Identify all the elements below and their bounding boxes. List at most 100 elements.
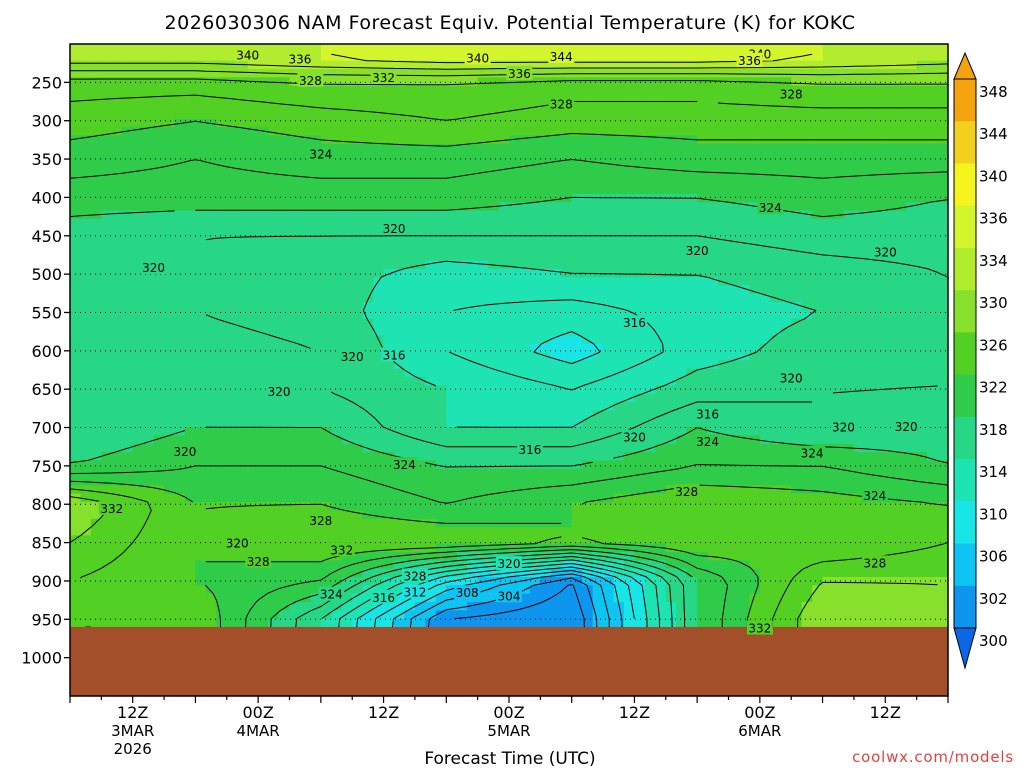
heat-cell [728,252,740,262]
heat-cell [362,185,374,195]
heat-cell [373,102,385,112]
heat-cell [759,493,771,503]
heat-cell [383,118,395,128]
heat-cell [111,385,123,395]
heat-cell [529,243,541,253]
heat-cell [509,168,521,178]
heat-cell [414,127,426,137]
heat-cell [519,435,531,445]
heat-cell [749,493,761,503]
heat-cell [498,218,510,228]
heat-cell [477,235,489,245]
heat-cell [456,485,468,495]
heat-cell [603,243,615,253]
heat-cell [707,252,719,262]
heat-cell [833,360,845,370]
heat-cell [404,227,416,237]
heat-cell [435,135,447,145]
heat-cell [164,535,176,545]
heat-cell [550,68,562,78]
heat-cell [853,177,865,187]
heat-cell [446,360,458,370]
heat-cell [362,152,374,162]
heat-cell [341,293,353,303]
heat-cell [446,110,458,120]
heat-cell [331,143,343,153]
heat-cell [749,85,761,95]
heat-cell [132,393,144,403]
heat-cell [519,352,531,362]
heat-cell [822,318,834,328]
heat-cell [791,402,803,412]
heat-cell [122,293,134,303]
heat-cell [927,202,939,212]
heat-cell [362,168,374,178]
heat-cell [352,485,364,495]
heat-cell [184,152,197,162]
heat-cell [477,318,489,328]
heat-cell [780,143,792,153]
heat-cell [164,360,176,370]
heat-cell [226,443,238,453]
heat-cell [467,202,479,212]
heat-cell [749,160,761,170]
heat-cell [352,310,364,320]
heat-cell [529,185,541,195]
heat-cell [383,252,395,262]
heat-cell [571,310,583,320]
heat-cell [153,427,165,437]
heat-cell [164,44,176,53]
heat-cell [509,44,521,53]
heat-cell [195,527,207,536]
heat-cell [289,435,301,445]
heat-cell [279,418,291,428]
heat-cell [414,68,426,78]
heat-cell [582,168,594,178]
heat-cell [791,160,803,170]
heat-cell [801,77,813,87]
heat-cell [456,443,468,453]
heat-cell [623,527,636,536]
heat-cell [582,260,594,270]
heat-cell [623,185,636,195]
heat-cell [132,527,144,536]
heat-cell [425,468,437,478]
heat-cell [258,160,270,170]
heat-cell [561,218,573,228]
heat-cell [289,477,301,486]
heat-cell [592,460,604,470]
heat-cell [258,535,270,545]
heat-cell [592,285,604,295]
heat-cell [446,168,458,178]
heat-cell [937,102,948,112]
heat-cell [697,393,709,403]
heat-cell [906,385,918,395]
heat-cell [320,52,332,62]
heat-cell [404,535,416,545]
heat-cell [143,393,155,403]
heat-cell [258,518,270,528]
heat-cell [446,77,458,87]
heat-cell [561,468,573,478]
heat-cell [205,468,217,478]
heat-cell [195,85,207,95]
heat-cell [864,327,876,337]
heat-cell [540,443,552,453]
heat-cell [80,60,92,70]
heat-cell [770,160,782,170]
heat-cell [279,360,291,370]
heat-cell [90,160,102,170]
heat-cell [686,93,698,103]
heat-cell [592,368,604,378]
heat-cell [603,485,615,495]
heat-cell [362,177,374,187]
heat-cell [237,310,249,320]
heat-cell [603,260,615,270]
heat-cell [488,410,500,420]
heat-cell [665,318,677,328]
heat-cell [519,452,531,462]
heat-cell [707,218,719,228]
heat-cell [571,110,583,120]
heat-cell [718,477,730,486]
heat-cell [509,52,521,62]
